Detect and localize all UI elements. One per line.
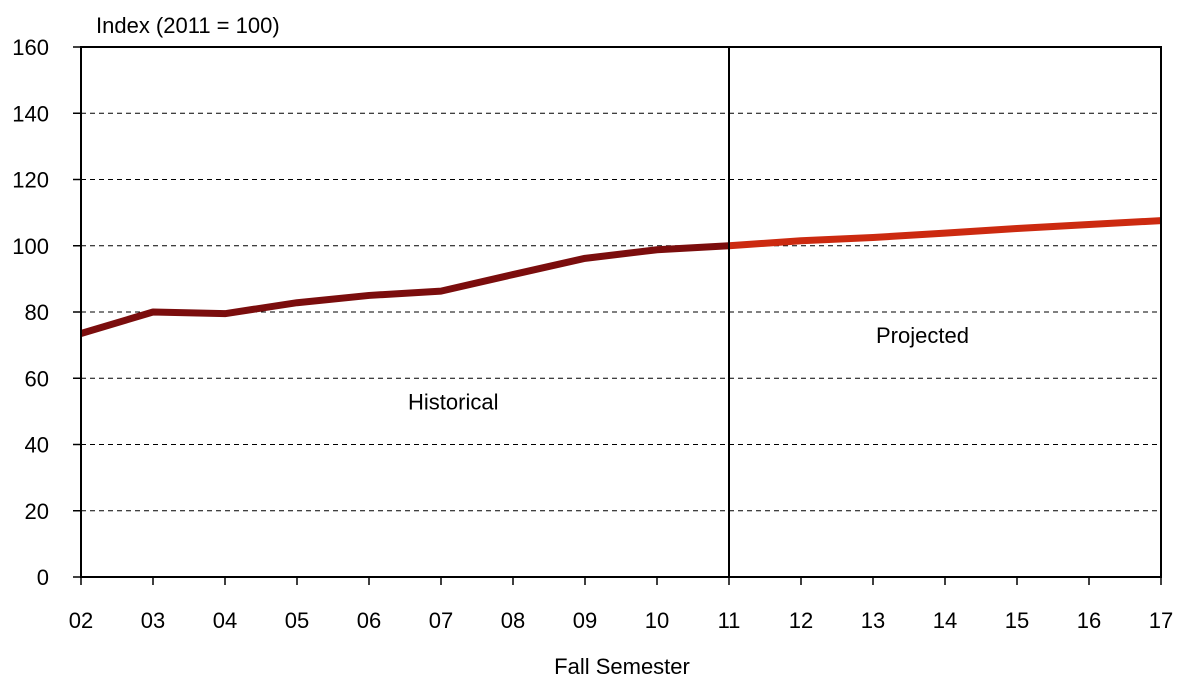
x-tick-label: 07 [429,608,453,633]
x-tick-label: 12 [789,608,813,633]
y-tick-label: 80 [25,300,49,325]
x-tick-label: 02 [69,608,93,633]
y-tick-label: 100 [12,234,49,259]
x-tick-label: 03 [141,608,165,633]
x-tick-label: 04 [213,608,237,633]
annotation-label: Projected [876,323,969,348]
x-tick-label: 16 [1077,608,1101,633]
y-axis-ticks: 0 20 40 60 80 100 120 140 160 [12,35,81,590]
series-lines [79,217,1162,337]
x-tick-label: 09 [573,608,597,633]
x-tick-label: 13 [861,608,885,633]
x-tick-label: 06 [357,608,381,633]
y-axis-title: Index (2011 = 100) [96,13,280,38]
y-tick-label: 140 [12,101,49,126]
y-tick-label: 60 [25,366,49,391]
x-tick-label: 17 [1149,608,1173,633]
y-tick-label: 20 [25,499,49,524]
historical-series-line [79,242,730,337]
y-tick-label: 40 [25,433,49,458]
x-tick-label: 08 [501,608,525,633]
y-tick-label: 120 [12,168,49,193]
gridlines [81,112,1161,512]
annotations: Historical Projected [408,323,969,414]
x-tick-label: 10 [645,608,669,633]
x-tick-label: 15 [1005,608,1029,633]
x-tick-label: 11 [718,608,741,633]
x-tick-label: 14 [933,608,957,633]
x-tick-label: 05 [285,608,309,633]
x-axis-ticks: 02 03 04 05 06 07 08 09 10 11 12 13 14 15 16 17 [69,577,1173,633]
x-axis-title: Fall Semester [554,654,690,679]
y-tick-label: 0 [37,565,49,590]
y-tick-label: 160 [12,35,49,60]
annotation-label: Historical [408,389,498,414]
projected-series-line [728,217,1162,250]
